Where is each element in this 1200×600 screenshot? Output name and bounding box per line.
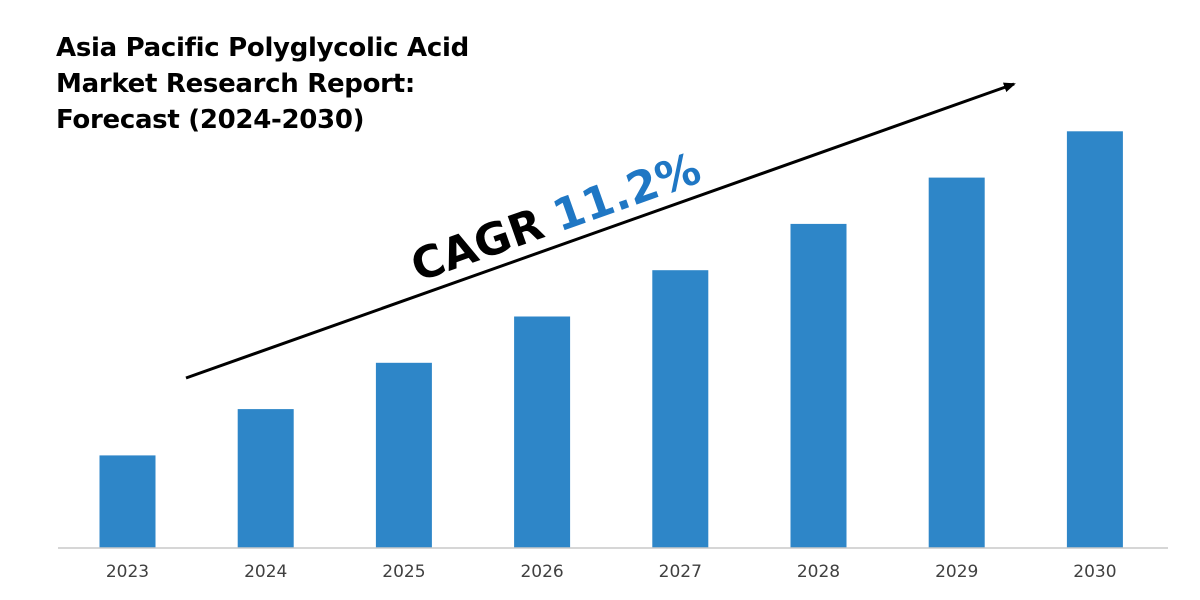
x-tick-label-2026: 2026 [520, 562, 563, 582]
bar-2029 [928, 177, 985, 548]
x-tick-label-2027: 2027 [659, 562, 702, 582]
x-tick-label-2028: 2028 [797, 562, 840, 582]
title-line-3: Forecast (2024-2030) [56, 105, 365, 135]
bar-2023 [99, 455, 156, 548]
cagr-annotation: CAGR11.2% [405, 143, 708, 292]
x-tick-label-2023: 2023 [106, 562, 149, 582]
chart-title: Asia Pacific Polyglycolic Acid Market Re… [56, 30, 536, 138]
x-tick-label-2025: 2025 [382, 562, 425, 582]
bar-2026 [514, 316, 571, 548]
bar-2024 [237, 409, 294, 548]
bar-2028 [790, 223, 847, 548]
bar-2025 [375, 362, 432, 548]
title-line-2: Market Research Report: [56, 69, 415, 99]
x-tick-label-2024: 2024 [244, 562, 287, 582]
bar-2027 [652, 270, 709, 548]
bars-group [99, 131, 1123, 549]
x-tick-label-2030: 2030 [1073, 562, 1116, 582]
cagr-prefix: CAGR [405, 199, 551, 293]
cagr-value: 11.2% [546, 143, 707, 242]
trend-arrow [185, 82, 1016, 380]
bar-2030 [1066, 131, 1123, 549]
x-tick-labels: 2023 2024 2025 2026 2027 2028 2029 2030 [106, 562, 1117, 582]
title-line-1: Asia Pacific Polyglycolic Acid [56, 33, 469, 63]
x-tick-label-2029: 2029 [935, 562, 978, 582]
